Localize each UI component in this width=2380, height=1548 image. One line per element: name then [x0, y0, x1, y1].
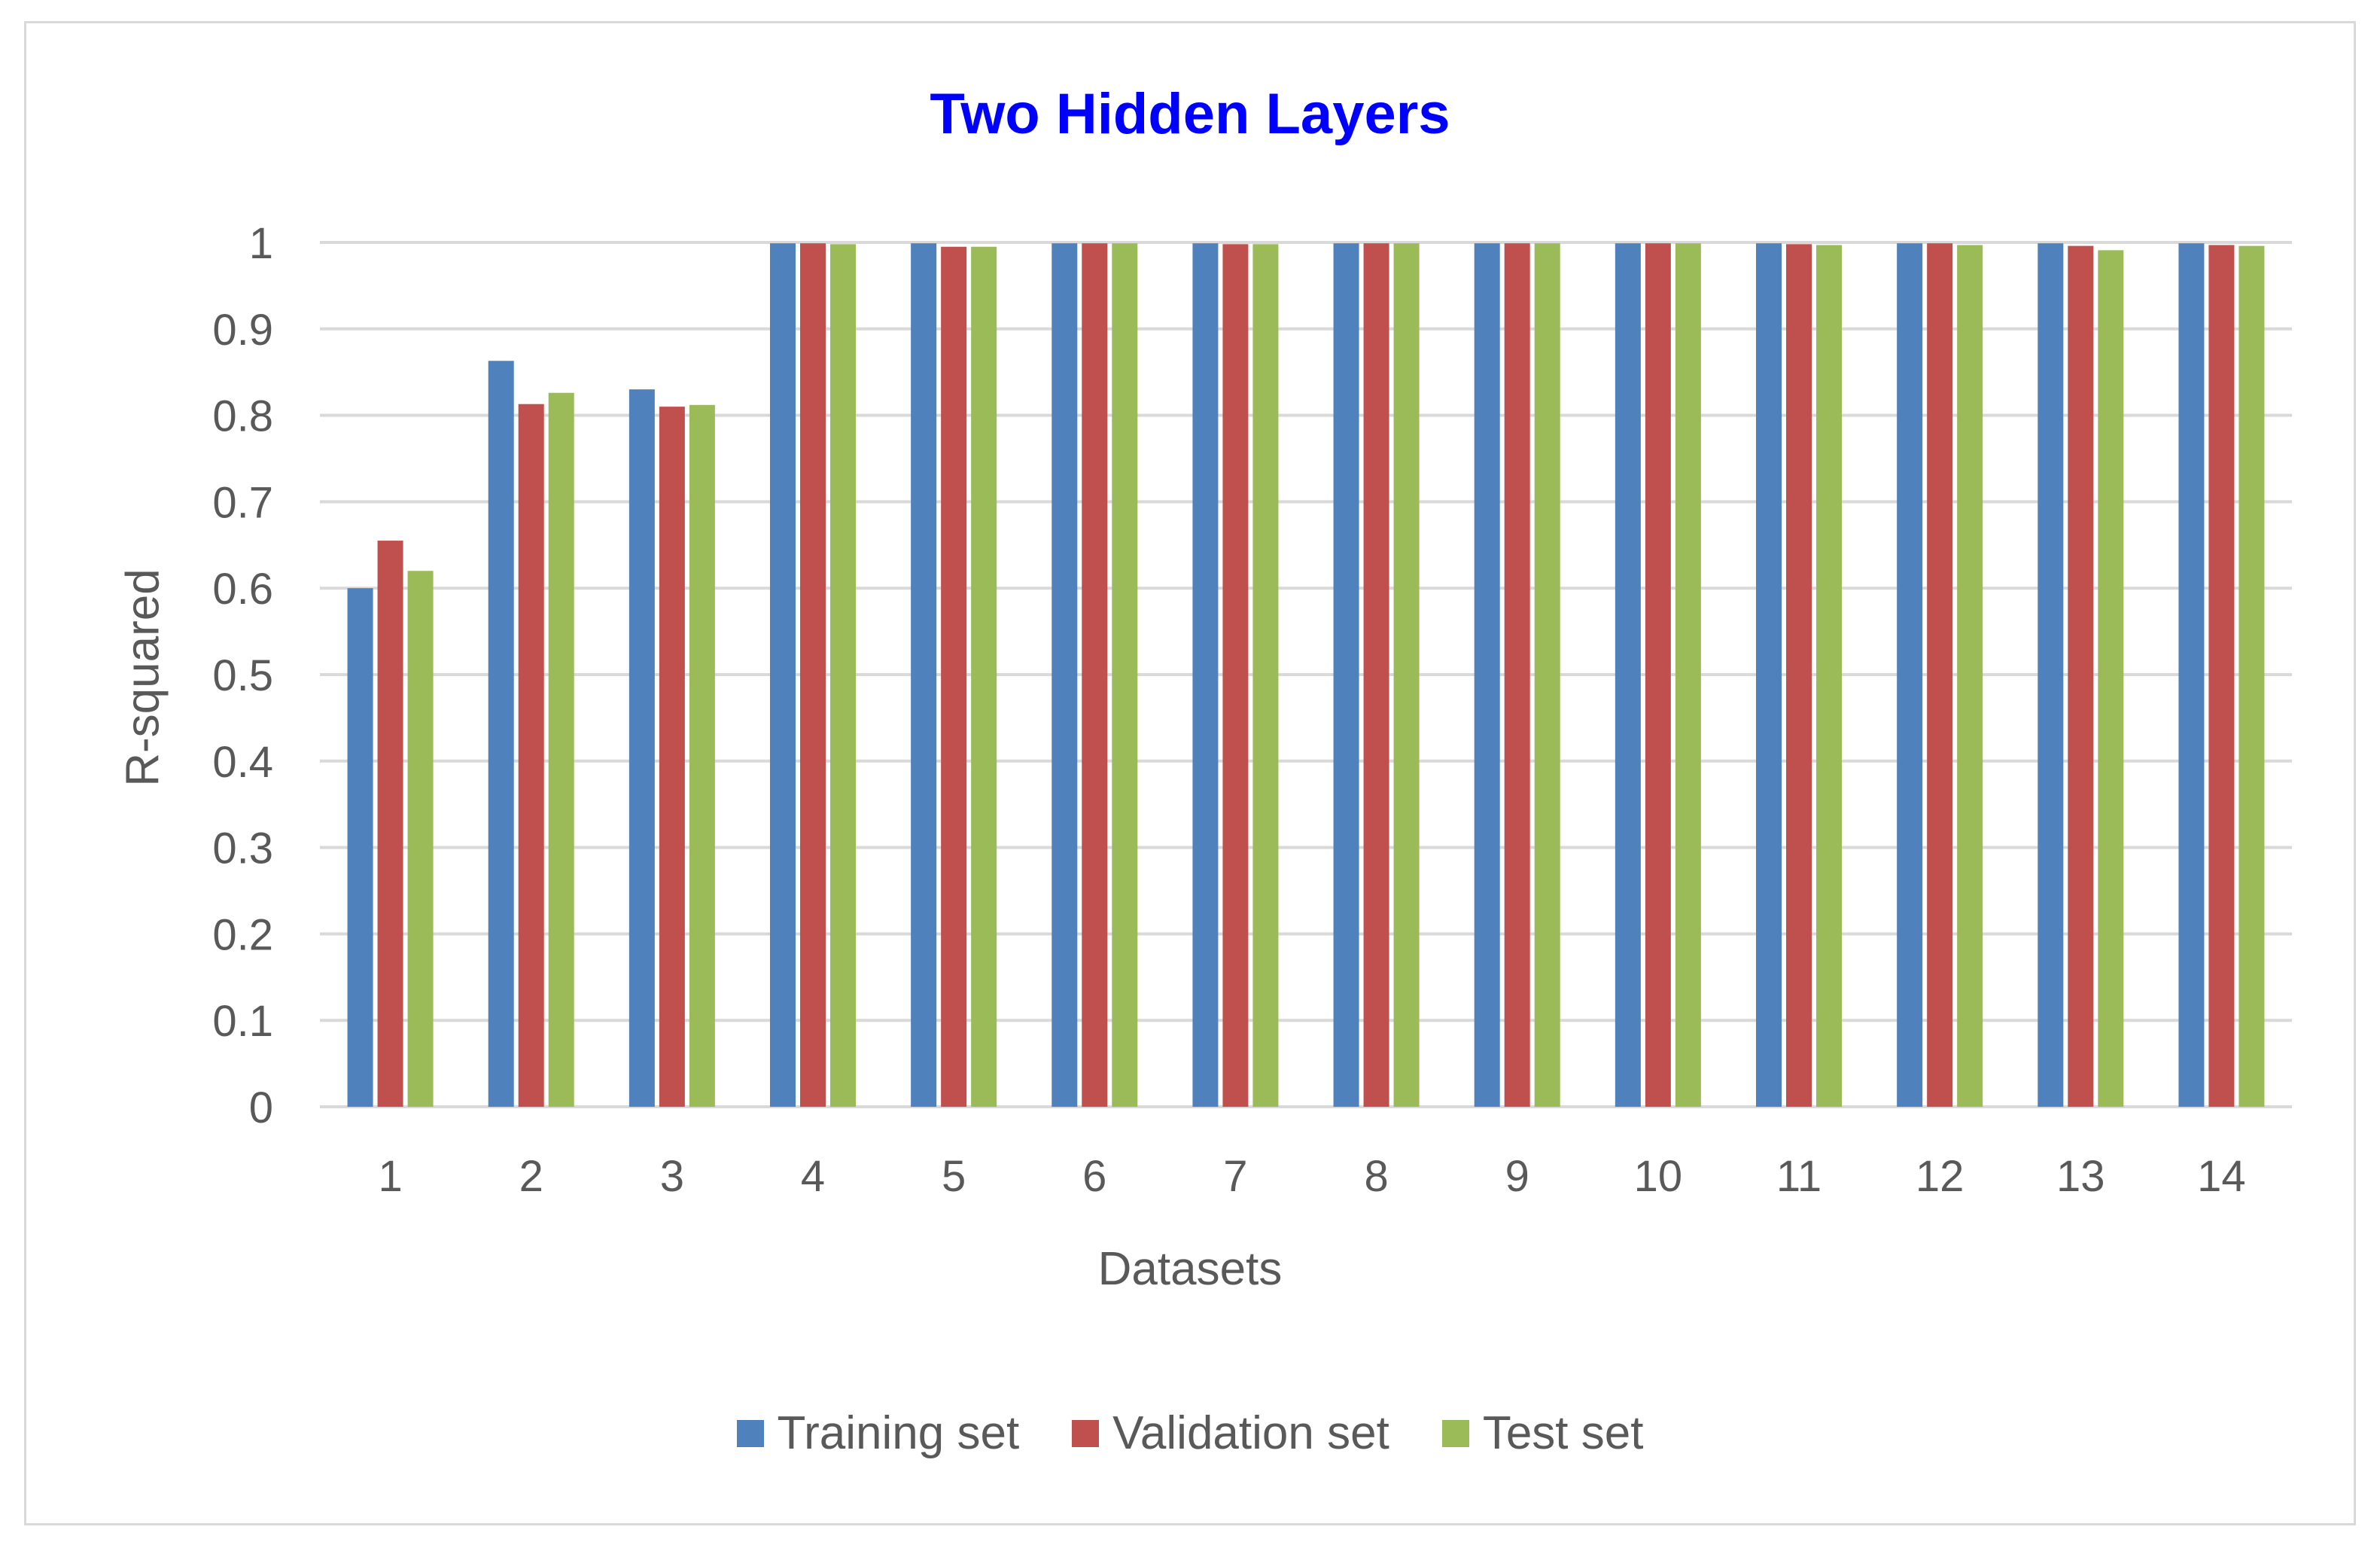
x-tick-label: 13 — [2056, 1152, 2105, 1201]
y-tick-label: 0.7 — [212, 478, 273, 527]
bar-validation-set — [1222, 244, 1249, 1107]
bar-training-set — [347, 588, 373, 1107]
bar-validation-set — [1504, 243, 1530, 1108]
bar-training-set — [1192, 243, 1219, 1108]
bar-test-set — [971, 246, 997, 1107]
bar-test-set — [2098, 250, 2124, 1107]
legend-swatch-validation — [1072, 1419, 1100, 1447]
bar-training-set — [628, 389, 655, 1107]
legend-item-training: Training set — [736, 1406, 1020, 1460]
bar-test-set — [830, 244, 856, 1107]
y-tick-label: 0 — [249, 1083, 273, 1132]
bar-training-set — [488, 361, 514, 1107]
legend-label-validation: Validation set — [1112, 1407, 1389, 1459]
bar-validation-set — [941, 246, 967, 1107]
bar-validation-set — [2068, 245, 2094, 1107]
bar-validation-set — [377, 541, 403, 1107]
x-tick-label: 5 — [942, 1152, 966, 1201]
bar-training-set — [1897, 243, 1923, 1108]
x-tick-label: 7 — [1223, 1152, 1247, 1201]
chart-title: Two Hidden Layers — [930, 82, 1450, 146]
bar-training-set — [1052, 243, 1078, 1108]
legend-item-test: Test set — [1441, 1406, 1644, 1460]
bar-validation-set — [1927, 243, 1953, 1108]
bar-test-set — [1816, 245, 1842, 1108]
y-tick-label: 0.2 — [212, 910, 273, 959]
x-tick-label: 1 — [378, 1152, 402, 1201]
y-tick-label: 1 — [249, 219, 273, 268]
bar-test-set — [1957, 245, 1983, 1108]
bar-training-set — [1474, 243, 1500, 1108]
bar-training-set — [770, 243, 796, 1108]
bar-validation-set — [1645, 243, 1671, 1108]
y-tick-label: 0.8 — [212, 392, 273, 441]
bar-training-set — [2038, 243, 2064, 1108]
bar-training-set — [2178, 243, 2205, 1108]
bar-training-set — [911, 243, 937, 1108]
y-tick-label: 0.9 — [212, 306, 273, 355]
y-axis-title: R-squared — [117, 568, 169, 787]
bar-training-set — [1756, 243, 1782, 1108]
bar-test-set — [548, 392, 574, 1107]
bar-test-set — [2238, 245, 2265, 1107]
bar-validation-set — [2208, 245, 2235, 1108]
x-tick-label: 12 — [1916, 1152, 1965, 1201]
x-tick-label: 2 — [519, 1152, 543, 1201]
bar-test-set — [407, 571, 434, 1107]
bar-test-set — [1112, 243, 1138, 1108]
bar-test-set — [1393, 243, 1420, 1108]
x-tick-label: 3 — [660, 1152, 684, 1201]
y-tick-label: 0.3 — [212, 824, 273, 873]
bar-training-set — [1333, 243, 1359, 1108]
legend-label-test: Test set — [1482, 1407, 1644, 1459]
x-tick-label: 4 — [801, 1152, 825, 1201]
bar-validation-set — [518, 404, 544, 1107]
bar-validation-set — [800, 243, 826, 1108]
legend: Training set Validation set Test set — [0, 1406, 2380, 1460]
x-tick-label: 11 — [1776, 1152, 1822, 1201]
bar-validation-set — [1082, 243, 1108, 1108]
x-tick-label: 6 — [1082, 1152, 1106, 1201]
bar-test-set — [1675, 243, 1701, 1108]
x-tick-label: 14 — [2197, 1152, 2246, 1201]
x-axis-title: Datasets — [1097, 1243, 1283, 1295]
bar-training-set — [1615, 243, 1641, 1108]
y-tick-label: 0.4 — [212, 738, 273, 787]
y-tick-label: 0.1 — [212, 997, 273, 1046]
y-tick-label: 0.5 — [212, 651, 273, 700]
bar-test-set — [1252, 244, 1279, 1107]
bar-validation-set — [1363, 243, 1389, 1108]
bar-validation-set — [659, 407, 685, 1107]
legend-label-training: Training set — [777, 1407, 1020, 1459]
x-tick-label: 8 — [1364, 1152, 1388, 1201]
bar-test-set — [689, 404, 715, 1107]
bar-test-set — [1534, 243, 1560, 1108]
legend-item-validation: Validation set — [1072, 1406, 1389, 1460]
legend-swatch-test — [1441, 1419, 1469, 1447]
bar-validation-set — [1786, 244, 1812, 1107]
y-tick-label: 0.6 — [212, 565, 273, 614]
x-tick-label: 9 — [1505, 1152, 1529, 1201]
legend-swatch-training — [736, 1419, 764, 1447]
x-tick-label: 10 — [1634, 1152, 1683, 1201]
